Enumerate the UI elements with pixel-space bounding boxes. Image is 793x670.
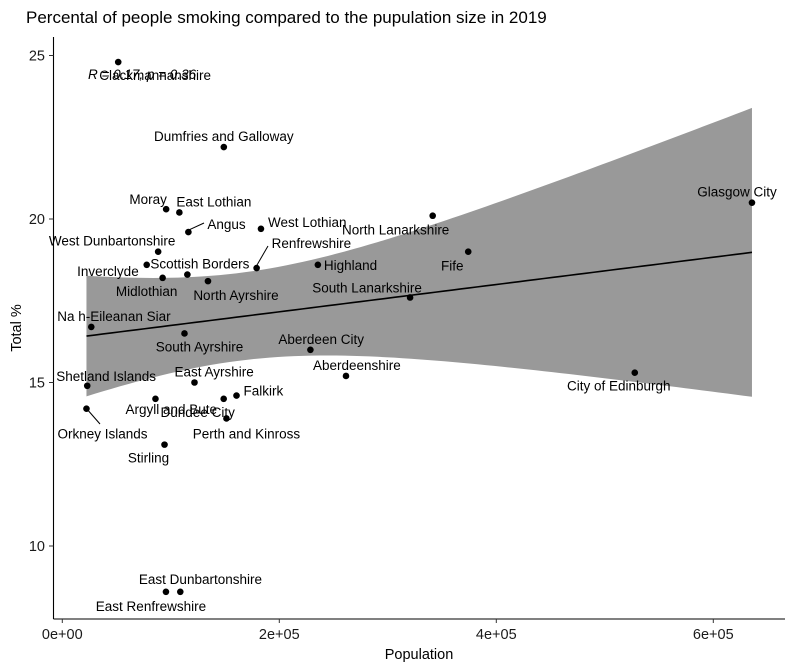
data-point	[191, 379, 198, 386]
point-label: Inverclyde	[77, 264, 139, 279]
y-tick-label: 15	[29, 376, 45, 392]
data-point	[223, 415, 230, 422]
data-point	[161, 441, 168, 448]
point-label: Moray	[129, 192, 167, 207]
data-point	[233, 392, 240, 399]
point-label: East Lothian	[176, 194, 251, 209]
data-point	[154, 248, 162, 255]
point-label: Stirling	[128, 451, 169, 466]
point-labels-layer: Clackmannanshire Dumfries and Galloway Mor…	[49, 68, 777, 614]
point-label: Na h-Eileanan Siar	[57, 309, 171, 324]
point-label: South Ayrshire	[156, 339, 244, 354]
point-label: Perth and Kinross	[193, 426, 301, 441]
data-point	[143, 261, 151, 269]
data-point	[159, 274, 166, 282]
data-point	[181, 330, 188, 337]
point-label: Dundee City	[161, 405, 236, 420]
data-point	[342, 372, 350, 380]
chart-title: Percental of people smoking compared to …	[26, 8, 547, 27]
point-label: Orkney Islands	[57, 427, 147, 442]
point-label: Renfrewshire	[272, 236, 352, 251]
point-label: Clackmannanshire	[99, 68, 211, 83]
x-ticks: 0e+00 2e+05 4e+05 6e+05	[42, 619, 734, 643]
point-label: West Dunbartonshire	[49, 234, 176, 249]
point-label: City of Edinburgh	[567, 379, 671, 394]
point-label: Dumfries and Galloway	[154, 129, 294, 144]
data-point	[220, 395, 227, 403]
data-point	[152, 395, 159, 403]
x-tick-label: 6e+05	[693, 627, 734, 643]
data-point	[83, 382, 91, 390]
data-point	[162, 588, 170, 596]
point-label: North Ayrshire	[193, 288, 278, 303]
data-point	[429, 212, 436, 220]
data-point	[83, 405, 90, 412]
data-point	[253, 264, 260, 272]
data-point	[114, 58, 122, 66]
x-tick-label: 4e+05	[476, 627, 517, 643]
point-label: Falkirk	[244, 384, 284, 399]
label-leader-line	[255, 245, 269, 267]
point-label: West Lothian	[268, 215, 347, 230]
data-point	[748, 199, 756, 206]
point-label: Angus	[207, 217, 246, 232]
confidence-band-layer	[86, 107, 752, 397]
data-point	[176, 209, 183, 216]
point-label: East Dunbartonshire	[139, 572, 262, 587]
data-point	[185, 228, 192, 236]
data-point	[176, 588, 184, 596]
y-tick-label: 10	[29, 539, 45, 555]
data-point	[257, 225, 265, 233]
data-point	[464, 248, 472, 255]
x-tick-label: 2e+05	[259, 627, 300, 643]
data-point	[406, 294, 414, 301]
point-label: Argyll and Bute	[125, 402, 217, 417]
confidence-band	[86, 107, 752, 397]
point-label: Midlothian	[116, 284, 178, 299]
data-point	[162, 205, 170, 213]
data-point	[204, 277, 212, 285]
y-ticks: 10 15 20 25	[29, 49, 54, 555]
point-label: North Lanarkshire	[342, 223, 449, 238]
point-label: Highland	[324, 258, 377, 273]
point-label: Aberdeenshire	[313, 358, 401, 373]
points-layer	[83, 58, 756, 596]
data-point	[184, 271, 191, 278]
y-tick-label: 25	[29, 49, 45, 65]
point-label: Shetland Islands	[56, 369, 156, 384]
regression-line	[86, 251, 753, 337]
data-point	[307, 346, 314, 354]
data-point	[314, 261, 322, 269]
y-tick-label: 20	[29, 212, 45, 228]
y-axis-title: Total %	[9, 304, 25, 352]
point-label: South Lanarkshire	[312, 280, 422, 295]
regression-line-layer	[86, 251, 753, 337]
x-tick-label: 0e+00	[42, 627, 83, 643]
point-label: Aberdeen City	[278, 332, 364, 347]
x-axis-title: Population	[385, 647, 454, 663]
point-label: Scottish Borders	[150, 257, 249, 272]
point-label: East Renfrewshire	[96, 599, 206, 614]
point-label: Fife	[441, 259, 464, 274]
correlation-annotation: R = 0.17, p = 0.36	[88, 67, 197, 82]
point-label: East Ayrshire	[174, 365, 253, 380]
data-point	[87, 323, 95, 331]
data-point	[631, 369, 639, 376]
point-label: Glasgow City	[697, 185, 777, 200]
data-point	[220, 143, 228, 151]
